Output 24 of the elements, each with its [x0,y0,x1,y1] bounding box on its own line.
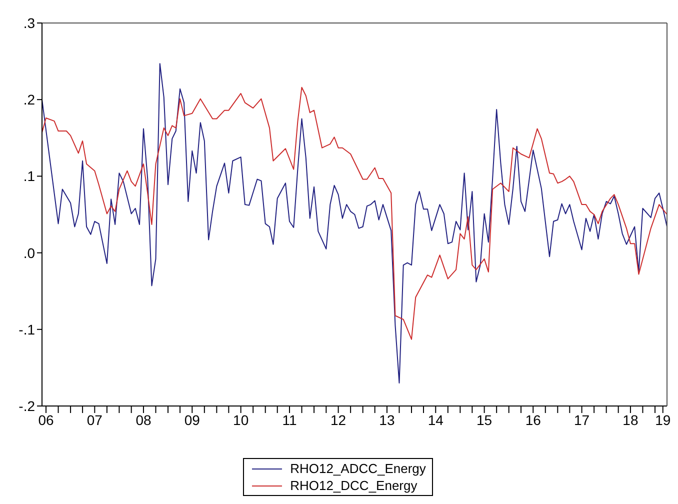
x-tick-label: 10 [233,412,249,428]
legend-label: RHO12_ADCC_Energy [290,460,426,477]
y-tick-label: .3 [23,14,36,31]
legend-label: RHO12_DCC_Energy [290,477,418,494]
x-tick-label: 17 [574,412,590,428]
x-tick-label: 07 [86,412,103,428]
line-series [42,63,667,384]
y-tick-label: -.1 [18,321,36,338]
x-tick-label: 12 [330,412,346,428]
y-tick-label: -.2 [18,398,36,414]
y-tick-label: .2 [23,92,36,108]
x-tick-label: 13 [379,412,395,428]
x-tick-label: 09 [184,412,200,428]
x-tick-label: 08 [136,412,152,428]
y-tick-label: .0 [23,244,36,261]
x-tick-label: 15 [476,412,492,428]
line-series [42,86,667,340]
x-tick-label: 14 [428,412,444,428]
y-tick-label: .1 [23,168,36,184]
x-tick-label: 11 [282,412,297,428]
x-tick-label: 19 [655,412,671,428]
x-tick-label: 18 [622,412,638,428]
x-tick-label: 16 [525,412,542,428]
x-tick-label: 06 [38,412,54,428]
